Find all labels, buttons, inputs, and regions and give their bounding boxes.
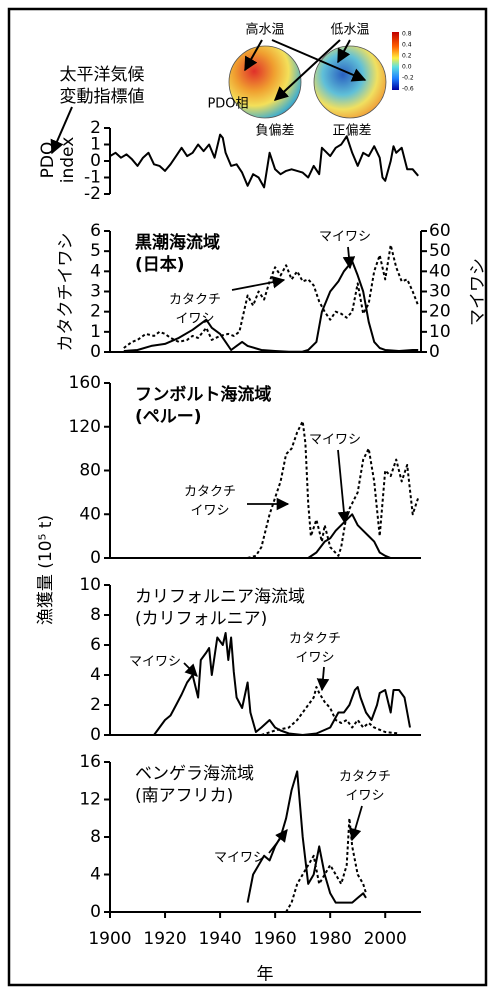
y2-tick-label: 40 bbox=[429, 261, 451, 281]
map-label: 正偏差 bbox=[332, 124, 371, 139]
solid-line bbox=[308, 514, 391, 558]
y-tick-label: 0 bbox=[90, 548, 101, 568]
y-tick-label: 12 bbox=[79, 790, 101, 810]
y-tick-label: 5 bbox=[90, 241, 101, 261]
colorbar-label: 0.4 bbox=[402, 42, 412, 49]
x-tick-label: 1900 bbox=[88, 929, 131, 949]
x-tick-label: 1920 bbox=[143, 929, 186, 949]
y-tick-label: 2 bbox=[90, 302, 101, 322]
y2-tick-label: 20 bbox=[429, 302, 451, 322]
map-label: 負偏差 bbox=[255, 124, 294, 139]
colorbar bbox=[392, 32, 399, 90]
y-tick-label: 10 bbox=[79, 575, 101, 595]
y-tick-label: 4 bbox=[90, 665, 101, 685]
annotation-arrow bbox=[352, 806, 362, 840]
y-tick-label: 16 bbox=[79, 752, 101, 772]
annotation-arrow bbox=[232, 280, 284, 290]
x-tick-label: 1960 bbox=[253, 929, 296, 949]
y-tick-label: 4 bbox=[90, 261, 101, 281]
annotation: カタクチ bbox=[169, 293, 221, 308]
y2-tick-label: 50 bbox=[429, 241, 451, 261]
x-axis-label: 年 bbox=[257, 965, 274, 985]
annotation-arrow bbox=[338, 450, 345, 523]
panel-title: 黒潮海流域 bbox=[135, 232, 220, 253]
panel-title: フンボルト海流域 bbox=[135, 384, 271, 405]
y-axis-label: PDO bbox=[38, 142, 58, 179]
annotation: イワシ bbox=[295, 651, 334, 666]
y-axis-label: index bbox=[58, 137, 78, 184]
y-axis-label: カタクチイワシ bbox=[56, 233, 76, 352]
y-tick-label: 8 bbox=[90, 827, 101, 847]
globe-cold bbox=[314, 46, 386, 118]
annotation: カタクチ bbox=[339, 770, 391, 785]
y-tick-label: 80 bbox=[79, 461, 101, 481]
y-tick-label: 2 bbox=[90, 118, 101, 138]
y-tick-label: 8 bbox=[90, 605, 101, 625]
panel-title: (南アフリカ) bbox=[135, 786, 233, 806]
annotation: イワシ bbox=[345, 789, 384, 804]
y-tick-label: 6 bbox=[90, 221, 101, 241]
frame bbox=[9, 9, 486, 985]
side-note: 変動指標値 bbox=[60, 87, 145, 107]
y2-axis-label: マイワシ bbox=[468, 258, 488, 326]
y-tick-label: 0 bbox=[90, 902, 101, 922]
map-label: PDO相 bbox=[207, 97, 248, 112]
x-tick-label: 1940 bbox=[198, 929, 241, 949]
colorbar-label: 0.2 bbox=[402, 53, 412, 60]
y-tick-label: 160 bbox=[69, 373, 101, 393]
y-tick-label: 0 bbox=[90, 342, 101, 362]
map-label: 低水温 bbox=[330, 23, 369, 38]
annotation: イワシ bbox=[175, 312, 214, 327]
y-tick-label: 120 bbox=[69, 417, 101, 437]
map-label: 高水温 bbox=[245, 22, 284, 38]
annotation: マイワシ bbox=[319, 230, 371, 245]
colorbar-label: -0.2 bbox=[402, 75, 414, 82]
annotation-arrow bbox=[269, 830, 287, 853]
y-tick-label: 6 bbox=[90, 635, 101, 655]
annotation: カタクチ bbox=[289, 632, 341, 647]
annotation: カタクチ bbox=[184, 485, 236, 500]
panel-title: (ペルー) bbox=[135, 407, 202, 427]
x-tick-label: 2000 bbox=[364, 929, 407, 949]
annotation: マイワシ bbox=[309, 433, 361, 448]
panel-title: ベンゲラ海流域 bbox=[135, 764, 254, 784]
colorbar-label: -0.6 bbox=[402, 86, 414, 93]
solid-line bbox=[110, 135, 418, 188]
colorbar-label: 0.8 bbox=[402, 31, 412, 38]
y2-tick-label: 60 bbox=[429, 221, 451, 241]
panel-title: (カリフォルニア) bbox=[135, 609, 267, 629]
solid-line bbox=[154, 633, 410, 735]
y-tick-label: 40 bbox=[79, 504, 101, 524]
y-tick-label: 1 bbox=[90, 322, 101, 342]
panel-title: (日本) bbox=[135, 254, 185, 275]
side-note: 太平洋気候 bbox=[60, 65, 145, 85]
annotation: マイワシ bbox=[129, 655, 181, 670]
panel-title: カリフォルニア海流域 bbox=[135, 587, 305, 607]
y2-tick-label: 30 bbox=[429, 282, 451, 302]
y-tick-label: 3 bbox=[90, 282, 101, 302]
y-tick-label: 4 bbox=[90, 865, 101, 885]
colorbar-label: 0.0 bbox=[402, 64, 412, 71]
y2-tick-label: 0 bbox=[429, 342, 440, 362]
x-tick-label: 1980 bbox=[309, 929, 352, 949]
annotation-arrow bbox=[322, 667, 324, 690]
annotation: マイワシ bbox=[214, 851, 266, 866]
figure: -2-1012PDOindex太平洋気候変動指標値高水温低水温PDO相負偏差正偏… bbox=[0, 0, 493, 992]
y2-tick-label: 10 bbox=[429, 322, 451, 342]
annotation-arrow bbox=[184, 663, 197, 676]
annotation: イワシ bbox=[190, 504, 229, 519]
y-axis-label: 漁獲量 (10⁵ t) bbox=[36, 515, 56, 625]
y-tick-label: 0 bbox=[90, 725, 101, 745]
y-tick-label: 2 bbox=[90, 695, 101, 715]
